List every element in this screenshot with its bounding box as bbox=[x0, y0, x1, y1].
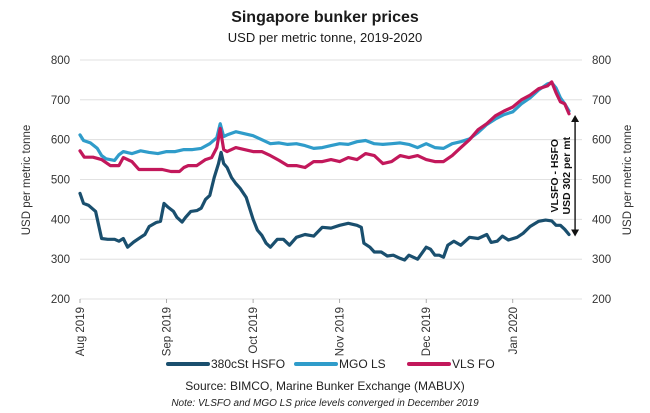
x-tick-label: Oct 2019 bbox=[248, 307, 260, 354]
y-tick-right-200: 200 bbox=[592, 294, 611, 306]
y-tick-right-400: 400 bbox=[592, 214, 611, 226]
y-axis-right-ticks: 200 300 400 500 600 700 800 bbox=[592, 55, 611, 306]
annotation-line1: VLSFO - HSFO bbox=[549, 139, 561, 213]
legend: 380cSt HSFO MGO LS VLS FO bbox=[166, 357, 495, 371]
y-tick-right-300: 300 bbox=[592, 254, 611, 266]
y-tick-left-700: 700 bbox=[51, 95, 70, 107]
y-tick-right-500: 500 bbox=[592, 175, 611, 187]
annotation-line2: USD 302 per mt bbox=[561, 136, 573, 214]
source-text: Source: BIMCO, Marine Bunker Exchange (M… bbox=[185, 379, 464, 393]
x-tick-label: Nov 2019 bbox=[335, 307, 347, 356]
gridlines bbox=[80, 59, 582, 300]
x-tick-label: Aug 2019 bbox=[75, 307, 87, 356]
series-line-mgo-ls bbox=[78, 81, 571, 162]
note-text: Note: VLSFO and MGO LS price levels conv… bbox=[171, 398, 479, 409]
legend-label-2: VLS FO bbox=[452, 357, 495, 371]
y-axis-right-label: USD per metric tonne bbox=[622, 125, 634, 236]
y-tick-left-800: 800 bbox=[51, 55, 70, 67]
y-tick-left-500: 500 bbox=[51, 175, 70, 187]
y-tick-right-600: 600 bbox=[592, 135, 611, 147]
annotation-arrow-head-top bbox=[571, 114, 580, 122]
y-tick-left-300: 300 bbox=[51, 254, 70, 266]
y-axis-left-ticks: 200 300 400 500 600 700 800 bbox=[51, 55, 70, 306]
y-tick-right-700: 700 bbox=[592, 95, 611, 107]
y-axis-left-label: USD per metric tonne bbox=[21, 125, 33, 236]
legend-label-1: MGO LS bbox=[339, 357, 386, 371]
x-tick-label: Sep 2019 bbox=[162, 307, 174, 356]
chart-subtitle: USD per metric tonne, 2019-2020 bbox=[228, 30, 422, 45]
chart-title: Singapore bunker prices bbox=[231, 9, 419, 26]
x-tick-label: Dec 2019 bbox=[421, 307, 433, 356]
y-tick-left-600: 600 bbox=[51, 135, 70, 147]
y-tick-left-200: 200 bbox=[51, 294, 70, 306]
spread-annotation: VLSFO - HSFO USD 302 per mt bbox=[549, 114, 580, 237]
y-tick-right-800: 800 bbox=[592, 55, 611, 67]
series-line-380cst-hsfo bbox=[78, 150, 571, 262]
series-lines bbox=[78, 80, 571, 262]
x-tick-label: Jan 2020 bbox=[508, 307, 520, 354]
annotation-arrow-head-bottom bbox=[571, 229, 580, 237]
x-axis-ticks: Aug 2019 Sep 2019 Oct 2019 Nov 2019 Dec 2019… bbox=[75, 299, 520, 356]
y-tick-left-400: 400 bbox=[51, 214, 70, 226]
series-line-vls-fo bbox=[78, 80, 571, 174]
legend-label-0: 380cSt HSFO bbox=[211, 357, 285, 371]
